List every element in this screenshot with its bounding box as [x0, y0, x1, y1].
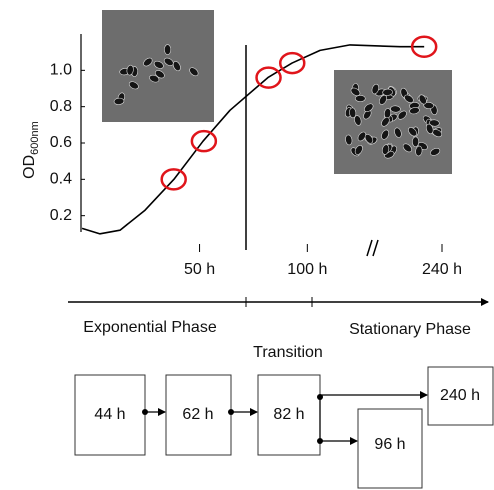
x-tick-label: 240 h	[422, 261, 462, 278]
cell	[418, 94, 427, 105]
sample-point	[278, 51, 306, 75]
box-label: 44 h	[94, 406, 125, 423]
cell	[113, 97, 125, 105]
cell	[381, 129, 390, 140]
cell	[425, 123, 434, 135]
cell	[429, 119, 440, 127]
cell	[364, 134, 374, 144]
cell	[354, 95, 366, 103]
box	[357, 408, 423, 489]
y-tick-label: 0.4	[50, 171, 72, 188]
cell	[354, 115, 362, 126]
cell	[149, 74, 160, 83]
box-label: 96 h	[374, 436, 405, 453]
growth-curve	[81, 44, 425, 235]
cell	[154, 70, 165, 79]
cell	[153, 60, 164, 69]
cells	[344, 83, 443, 159]
cell	[364, 103, 374, 112]
cell	[126, 64, 134, 76]
cell	[390, 105, 401, 113]
sample-point	[190, 129, 218, 153]
box	[74, 374, 146, 456]
arrow-dots	[142, 394, 323, 444]
sample-point	[160, 168, 187, 191]
y-tick-label: 0.6	[50, 134, 72, 151]
y-tick-label: 1.0	[50, 62, 72, 79]
micrograph-insets	[102, 10, 452, 174]
x-tick-label: 100 h	[287, 261, 327, 278]
cell	[349, 107, 357, 119]
cell	[415, 145, 423, 157]
cell	[408, 127, 417, 137]
cell	[354, 144, 363, 155]
box-label: 62 h	[182, 406, 213, 423]
cell	[423, 101, 434, 110]
cell	[345, 134, 353, 146]
box-label: 240 h	[440, 387, 480, 404]
cell	[397, 110, 407, 120]
cell	[402, 143, 413, 153]
phase-label: Stationary Phase	[349, 321, 471, 338]
cell	[189, 67, 199, 77]
cell	[172, 61, 181, 72]
phase-label: Exponential Phase	[83, 319, 217, 336]
phase-label: Transition	[253, 344, 323, 361]
cell	[409, 107, 420, 115]
cell	[412, 136, 420, 148]
sample-point	[410, 35, 438, 58]
box-label: 82 h	[273, 406, 304, 423]
cell	[381, 144, 390, 155]
sample-diagram: 44 h 62 h 82 h 96 h 240 h	[74, 366, 494, 489]
box	[427, 366, 494, 426]
cell	[379, 94, 387, 105]
y-axis-title: OD600nm	[21, 121, 41, 179]
cells	[113, 44, 199, 105]
x-tick-label: 50 h	[184, 261, 215, 278]
y-tick-label: 0.8	[50, 98, 72, 115]
cell	[350, 87, 361, 96]
cell	[381, 117, 390, 127]
y-label: OD	[21, 155, 38, 179]
axis-break	[366, 239, 379, 257]
cell	[430, 147, 441, 156]
y-label-sub: 600nm	[29, 121, 41, 155]
cell	[164, 44, 172, 55]
cell	[394, 127, 402, 138]
cell	[382, 88, 393, 96]
cell	[143, 57, 153, 67]
cell	[371, 83, 380, 95]
cell	[357, 131, 367, 142]
sample-point	[255, 66, 282, 89]
box	[165, 374, 232, 456]
cell	[404, 94, 414, 104]
cell	[128, 81, 139, 90]
y-tick-label: 0.2	[50, 207, 72, 224]
